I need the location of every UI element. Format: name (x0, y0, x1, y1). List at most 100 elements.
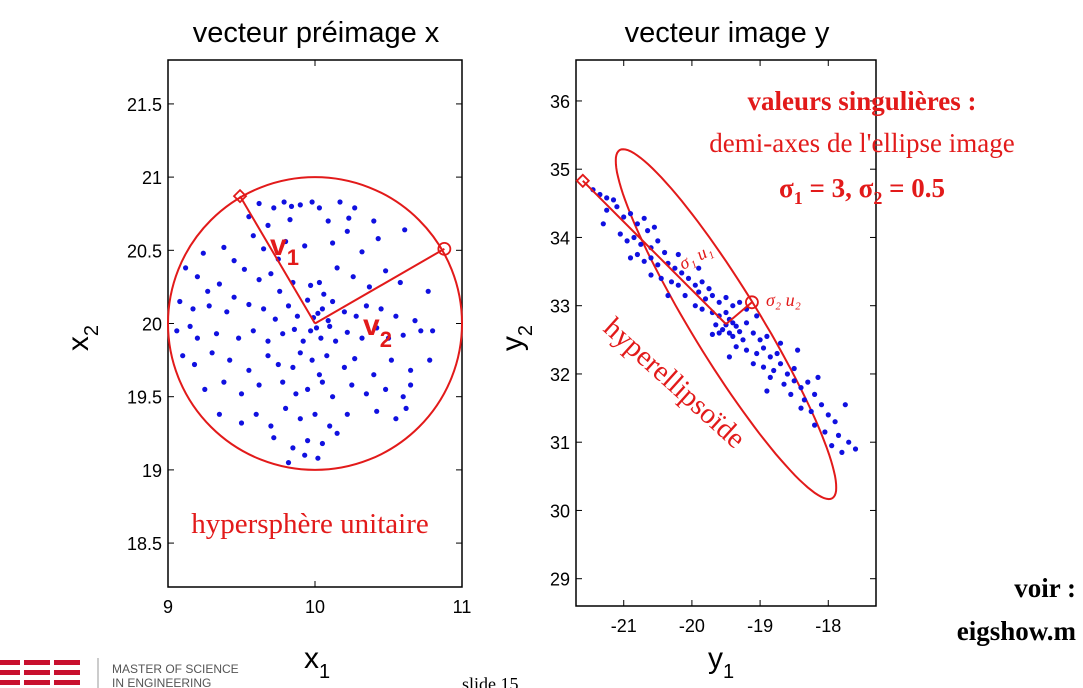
scatter-point (318, 335, 324, 341)
vector-label-v2: v2 (363, 309, 392, 352)
scatter-point (784, 371, 791, 377)
scatter-point (330, 394, 336, 400)
vector-label-v1: v1 (270, 229, 299, 270)
scatter-point (272, 316, 278, 322)
scatter-point (297, 350, 303, 356)
scatter-point (777, 340, 784, 346)
scatter-point (265, 222, 271, 228)
scatter-point (202, 386, 208, 392)
scatter-point (385, 335, 392, 341)
y-tick-label: 29 (550, 570, 570, 590)
scatter-point (359, 249, 365, 255)
x-axis-label-preimage: x1 (304, 642, 330, 683)
scatter-point (352, 356, 358, 362)
scatter-point (174, 328, 180, 334)
scatter-point (610, 197, 617, 203)
x-tick-label: -19 (747, 616, 773, 636)
scatter-point (699, 279, 705, 285)
scatter-point (743, 320, 750, 326)
vector-line-2 (314, 247, 445, 325)
scatter-point (250, 233, 256, 239)
scatter-point (297, 202, 303, 208)
scatter-point (825, 412, 831, 418)
x-tick-label: -18 (815, 616, 841, 636)
scatter-point (330, 240, 336, 246)
shape-group-preimage (167, 176, 463, 471)
scatter-point (791, 378, 797, 384)
scatter-point (187, 323, 193, 329)
scatter-point (726, 354, 733, 360)
scatter-point (302, 243, 308, 249)
scatter-point (305, 438, 311, 444)
y-tick-label: 20.5 (127, 241, 162, 261)
vector-label-sigma2-u2: σ₂ u₂ (766, 290, 801, 310)
scatter-point (319, 379, 325, 385)
scatter-point (309, 357, 315, 363)
scatter-point (309, 199, 315, 205)
scatter-point (350, 274, 356, 280)
scatter-point (337, 199, 343, 205)
scatter-point (241, 266, 247, 272)
scatter-point (363, 303, 369, 309)
scatter-point (297, 416, 303, 422)
scatter-point (250, 328, 256, 334)
scatter-point (366, 284, 372, 290)
scatter-point (764, 333, 770, 339)
scatter-point (798, 405, 804, 411)
scatter-point (334, 430, 340, 436)
scatter-point (344, 411, 350, 417)
y-axis-label-image: y2 (496, 325, 537, 351)
scatter-point (835, 432, 842, 438)
scatter-point (408, 382, 414, 388)
scatter-point (846, 439, 852, 445)
scatter-point (265, 338, 271, 344)
scatter-point (315, 455, 321, 461)
y-axis-label-preimage: x2 (62, 325, 103, 351)
footer: MASTER OF SCIENCE IN ENGINEERING slide 1… (0, 658, 519, 688)
scatter-point (403, 405, 409, 411)
annotation-subheading: demi-axes de l'ellipse image (709, 128, 1015, 158)
scatter-point (277, 288, 283, 294)
scatter-point (374, 325, 380, 331)
scatter-point (675, 282, 681, 288)
scatter-point (231, 294, 237, 300)
scatter-point (268, 423, 274, 429)
scatter-point (283, 238, 289, 245)
scatter-point (692, 282, 698, 288)
scatter-point (344, 329, 350, 335)
scatter-point (393, 313, 399, 319)
chart-preimage: vecteur préimage x 9 10 11 18.5 19 19.5 20 20.5… (62, 17, 471, 683)
scatter-point (648, 255, 654, 261)
scatter-point (791, 365, 797, 372)
scatter-point (246, 301, 252, 308)
scatter-point (699, 306, 705, 312)
y-tick-label: 32 (550, 365, 570, 385)
x-tick-label: 9 (163, 597, 173, 617)
scatter-point (412, 318, 418, 324)
scatter-point (294, 313, 300, 319)
chart-title-image: vecteur image y (625, 17, 830, 49)
scatter-point (321, 291, 327, 297)
scatter-point (236, 335, 242, 341)
scatter-point (280, 379, 286, 385)
y-tick-label: 19 (142, 461, 162, 481)
scatter-point (285, 460, 292, 466)
scatter-point (327, 423, 333, 429)
scatter-point (256, 382, 262, 388)
scatter-point (346, 215, 352, 221)
scatter-point (627, 255, 634, 261)
annotation-heading: valeurs singulières : (748, 86, 977, 116)
svg-text:y2: y2 (496, 325, 537, 351)
scatter-point (177, 298, 183, 305)
scatter-point (692, 303, 698, 309)
scatter-point (221, 244, 227, 250)
scatter-point (604, 195, 610, 201)
scatter-point (740, 337, 746, 343)
scatter-point (388, 357, 394, 363)
logo-text-line2: IN ENGINEERING (112, 676, 211, 688)
scatter-point (767, 374, 773, 380)
x-tick-label: -21 (611, 616, 637, 636)
points-group-preimage (174, 188, 452, 466)
scatter-point (726, 330, 733, 336)
